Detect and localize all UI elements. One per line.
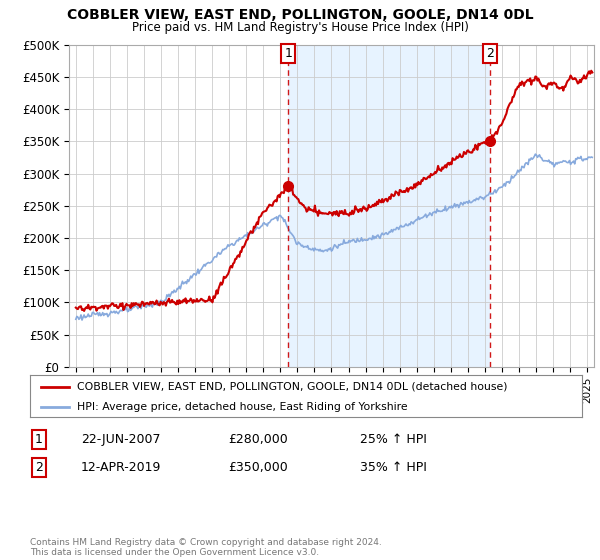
Text: 35% ↑ HPI: 35% ↑ HPI — [360, 461, 427, 474]
Bar — [289, 45, 490, 367]
Text: 12-APR-2019: 12-APR-2019 — [81, 461, 161, 474]
Text: 1: 1 — [35, 433, 43, 446]
Text: Contains HM Land Registry data © Crown copyright and database right 2024.
This d: Contains HM Land Registry data © Crown c… — [30, 538, 382, 557]
Text: 25% ↑ HPI: 25% ↑ HPI — [360, 433, 427, 446]
Text: HPI: Average price, detached house, East Riding of Yorkshire: HPI: Average price, detached house, East… — [77, 402, 407, 412]
Text: £350,000: £350,000 — [228, 461, 288, 474]
Text: COBBLER VIEW, EAST END, POLLINGTON, GOOLE, DN14 0DL: COBBLER VIEW, EAST END, POLLINGTON, GOOL… — [67, 8, 533, 22]
Text: 2: 2 — [35, 461, 43, 474]
Text: 22-JUN-2007: 22-JUN-2007 — [81, 433, 161, 446]
Text: £280,000: £280,000 — [228, 433, 288, 446]
Text: Price paid vs. HM Land Registry's House Price Index (HPI): Price paid vs. HM Land Registry's House … — [131, 21, 469, 34]
Text: 2: 2 — [486, 46, 494, 60]
Text: 1: 1 — [284, 46, 292, 60]
Text: COBBLER VIEW, EAST END, POLLINGTON, GOOLE, DN14 0DL (detached house): COBBLER VIEW, EAST END, POLLINGTON, GOOL… — [77, 382, 508, 392]
